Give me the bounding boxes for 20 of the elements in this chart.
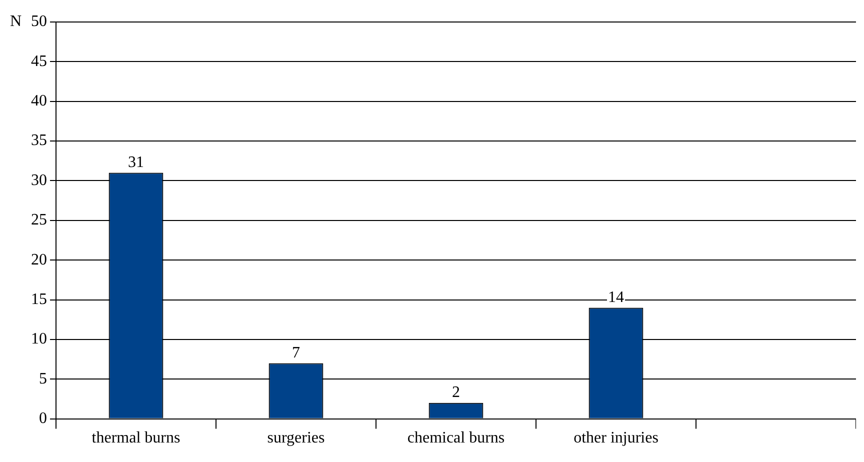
x-tick-label: chemical burns <box>407 430 505 447</box>
y-tick-label: 45 <box>31 52 47 70</box>
y-tick-label: 15 <box>31 290 47 308</box>
y-tick-label: 35 <box>31 132 47 150</box>
x-tick-label: surgeries <box>267 430 325 447</box>
data-label: 2 <box>452 384 460 402</box>
y-tick-label: 40 <box>31 92 47 110</box>
y-tick-label: 10 <box>31 330 47 348</box>
data-label: 7 <box>292 344 300 362</box>
x-tick-label: thermal burns <box>92 430 180 447</box>
y-tick-label: 30 <box>31 172 47 189</box>
x-tick-label: other injuries <box>574 430 658 447</box>
y-tick-label: 5 <box>39 370 47 388</box>
data-label: 14 <box>608 288 624 306</box>
y-tick-label: 50 <box>31 13 47 30</box>
y-tick-label: 0 <box>39 410 47 428</box>
data-label: 31 <box>128 154 144 171</box>
y-tick-label: 20 <box>31 251 47 268</box>
y-tick-label: 25 <box>31 212 47 229</box>
y-axis-title: N <box>10 13 22 30</box>
